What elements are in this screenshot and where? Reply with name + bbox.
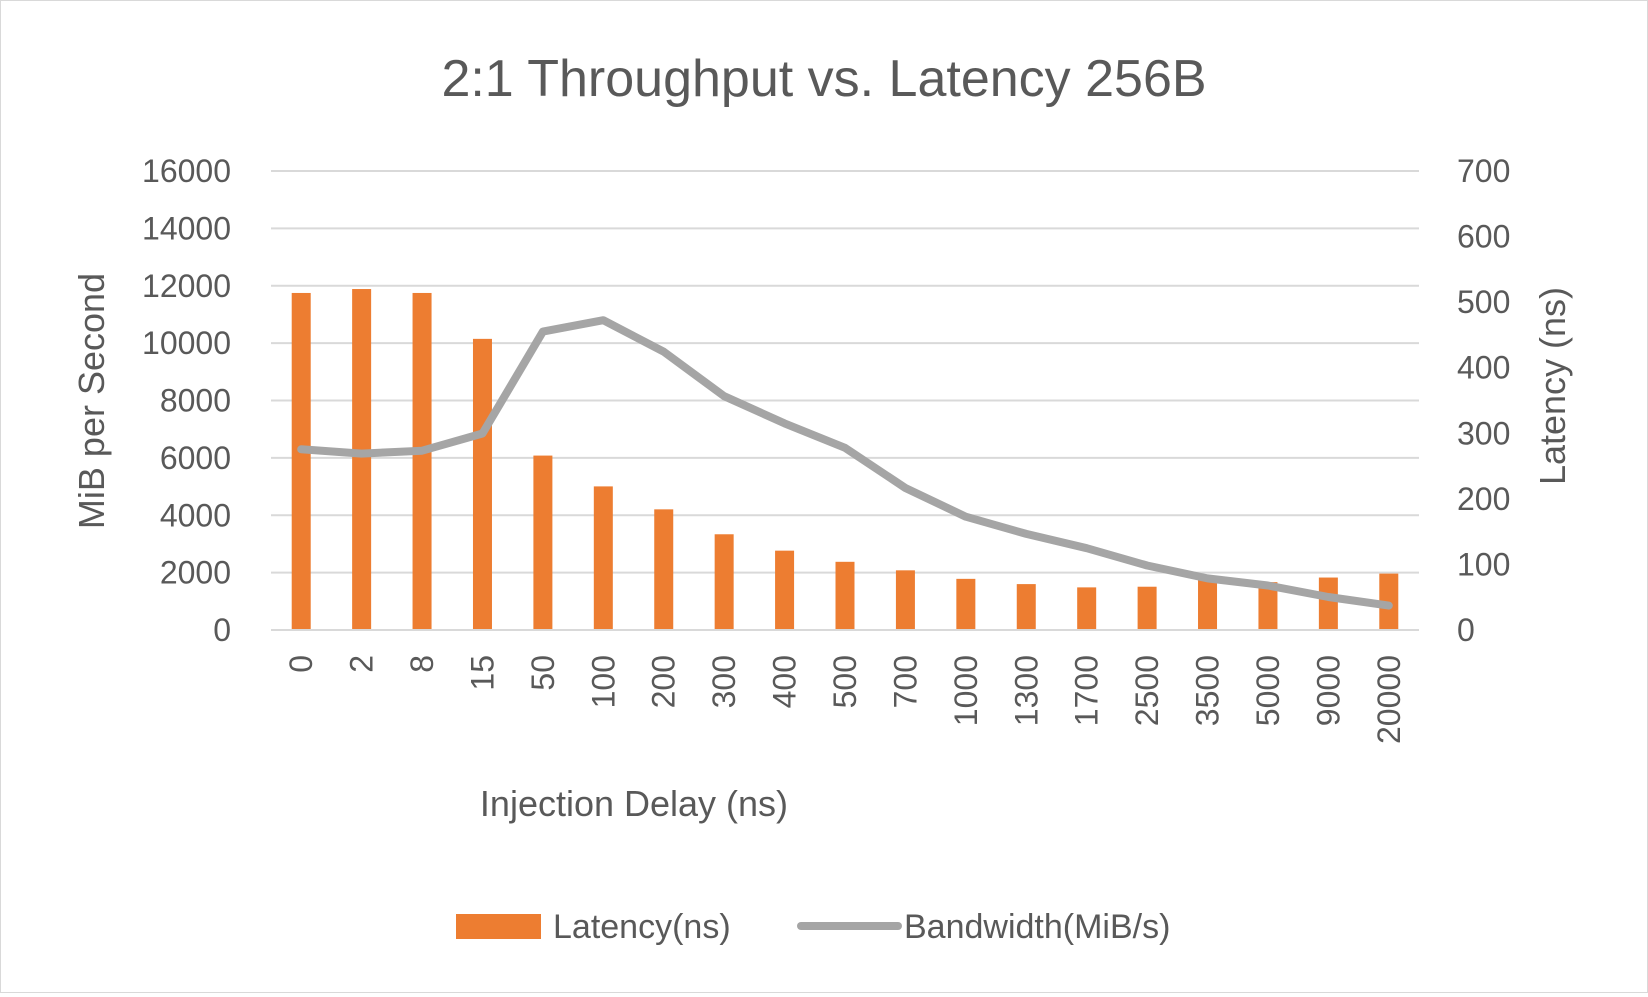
- latency-bar: [1077, 587, 1097, 630]
- chart-title: 2:1 Throughput vs. Latency 256B: [441, 50, 1206, 108]
- latency-bars: [291, 289, 1399, 630]
- y-axis-left-label: MiB per Second: [71, 273, 112, 529]
- latency-bar: [1258, 582, 1278, 630]
- grid-lines: [271, 170, 1419, 574]
- y-tick-label: 4000: [160, 497, 231, 533]
- y2-tick-label: 0: [1457, 612, 1475, 648]
- latency-bar: [835, 561, 855, 630]
- x-tick-label: 9000: [1310, 655, 1346, 726]
- y-tick-label: 2000: [160, 555, 231, 591]
- x-tick-label: 1300: [1008, 655, 1044, 726]
- x-tick-label: 15: [465, 655, 501, 691]
- y-axis-right-ticks: 0 100 200 300 400 500 600 700: [1457, 153, 1510, 648]
- y-tick-label: 14000: [142, 210, 231, 246]
- y-tick-label: 10000: [142, 325, 231, 361]
- y2-tick-label: 200: [1457, 481, 1510, 517]
- latency-bar: [352, 289, 372, 630]
- y-tick-label: 6000: [160, 440, 231, 476]
- legend-latency-swatch: [456, 914, 541, 939]
- latency-bar: [714, 534, 734, 630]
- y-tick-label: 8000: [160, 383, 231, 419]
- y2-tick-label: 400: [1457, 350, 1510, 386]
- latency-bar: [1137, 586, 1157, 630]
- x-tick-label: 3500: [1190, 655, 1226, 726]
- latency-bar: [1198, 578, 1218, 630]
- x-tick-label: 200: [646, 655, 682, 708]
- latency-bar: [412, 292, 432, 630]
- legend: Latency(ns) Bandwidth(MiB/s): [456, 908, 1170, 946]
- x-tick-label: 500: [827, 655, 863, 708]
- y-axis-left-ticks: 0 2000 4000 6000 8000 10000 12000 14000 16000: [142, 153, 231, 648]
- y-tick-label: 12000: [142, 268, 231, 304]
- latency-bar: [775, 550, 795, 630]
- x-tick-label: 100: [585, 655, 621, 708]
- legend-bandwidth-label: Bandwidth(MiB/s): [904, 908, 1170, 946]
- x-axis-label: Injection Delay (ns): [480, 783, 788, 824]
- latency-bar: [533, 455, 553, 630]
- latency-bar: [654, 509, 674, 630]
- latency-bar: [1016, 584, 1036, 630]
- bandwidth-line-layer: [297, 316, 1393, 610]
- y-tick-label: 16000: [142, 153, 231, 189]
- x-tick-label: 700: [887, 655, 923, 708]
- latency-bar: [291, 292, 311, 630]
- y2-tick-label: 700: [1457, 153, 1510, 189]
- x-tick-label: 50: [525, 655, 561, 691]
- y-tick-label: 0: [213, 612, 231, 648]
- x-axis-ticks: 0 2 8 15 50 100 200 300 400 500 700 1000 1300 1700 250…: [283, 655, 1407, 744]
- bandwidth-line: [297, 316, 1393, 610]
- x-tick-label: 400: [767, 655, 803, 708]
- latency-bar: [1318, 577, 1338, 630]
- legend-latency-label: Latency(ns): [553, 908, 731, 946]
- x-tick-label: 1700: [1069, 655, 1105, 726]
- x-tick-label: 2: [344, 655, 380, 673]
- x-tick-label: 0: [283, 655, 319, 673]
- y2-tick-label: 300: [1457, 415, 1510, 451]
- y2-tick-label: 100: [1457, 546, 1510, 582]
- x-tick-label: 1000: [948, 655, 984, 726]
- x-tick-label: 300: [706, 655, 742, 708]
- latency-bar: [472, 338, 492, 630]
- y-axis-right-label: Latency (ns): [1532, 287, 1573, 485]
- x-tick-label: 20000: [1371, 655, 1407, 744]
- x-tick-label: 8: [404, 655, 440, 673]
- latency-bar: [956, 578, 976, 630]
- x-tick-label: 2500: [1129, 655, 1165, 726]
- latency-bar: [895, 570, 915, 630]
- latency-bar: [593, 486, 613, 630]
- y2-tick-label: 600: [1457, 219, 1510, 255]
- x-tick-label: 5000: [1250, 655, 1286, 726]
- y2-tick-label: 500: [1457, 284, 1510, 320]
